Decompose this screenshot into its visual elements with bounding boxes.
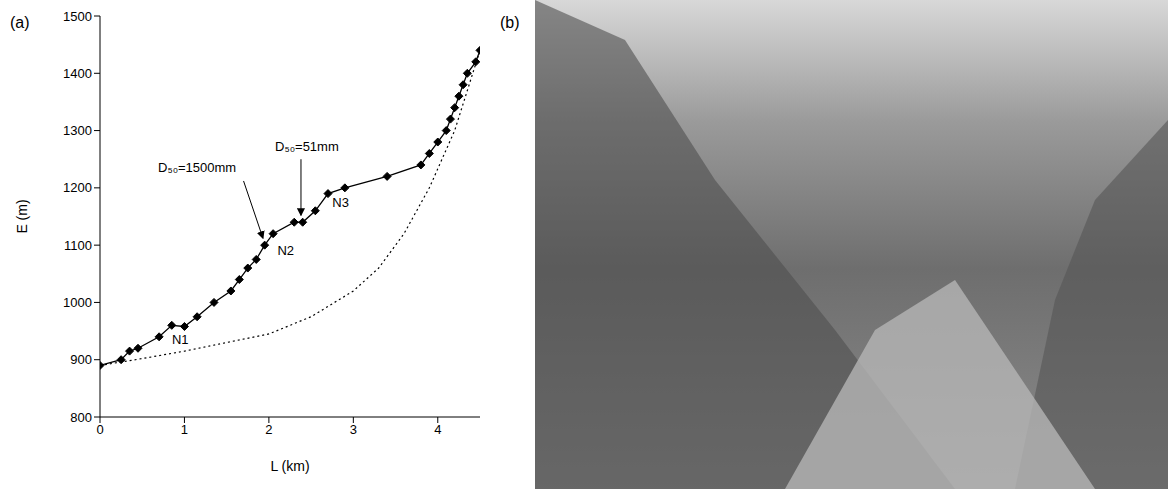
svg-text:1: 1 — [181, 422, 188, 437]
svg-text:1300: 1300 — [63, 123, 92, 138]
svg-text:D₅₀=51mm: D₅₀=51mm — [275, 139, 339, 154]
svg-text:D₅₀=1500mm: D₅₀=1500mm — [158, 160, 236, 175]
svg-text:2: 2 — [265, 422, 272, 437]
svg-text:1100: 1100 — [64, 238, 92, 253]
svg-text:3: 3 — [350, 422, 357, 437]
svg-text:800: 800 — [70, 410, 92, 425]
svg-text:1000: 1000 — [63, 295, 92, 310]
html-text:(a): (a) — [10, 14, 30, 31]
svg-text:N2: N2 — [277, 243, 294, 258]
svg-text:N1: N1 — [172, 332, 189, 347]
svg-text:E (m): E (m) — [14, 199, 30, 233]
svg-text:900: 900 — [70, 352, 92, 367]
html-text:(b): (b) — [500, 14, 520, 31]
svg-text:L (km): L (km) — [270, 458, 309, 474]
svg-text:0: 0 — [96, 422, 103, 437]
svg-text:1400: 1400 — [63, 66, 92, 81]
svg-text:4: 4 — [434, 422, 441, 437]
svg-text:1500: 1500 — [63, 9, 92, 24]
svg-text:1200: 1200 — [63, 180, 92, 195]
svg-text:N3: N3 — [332, 195, 349, 210]
